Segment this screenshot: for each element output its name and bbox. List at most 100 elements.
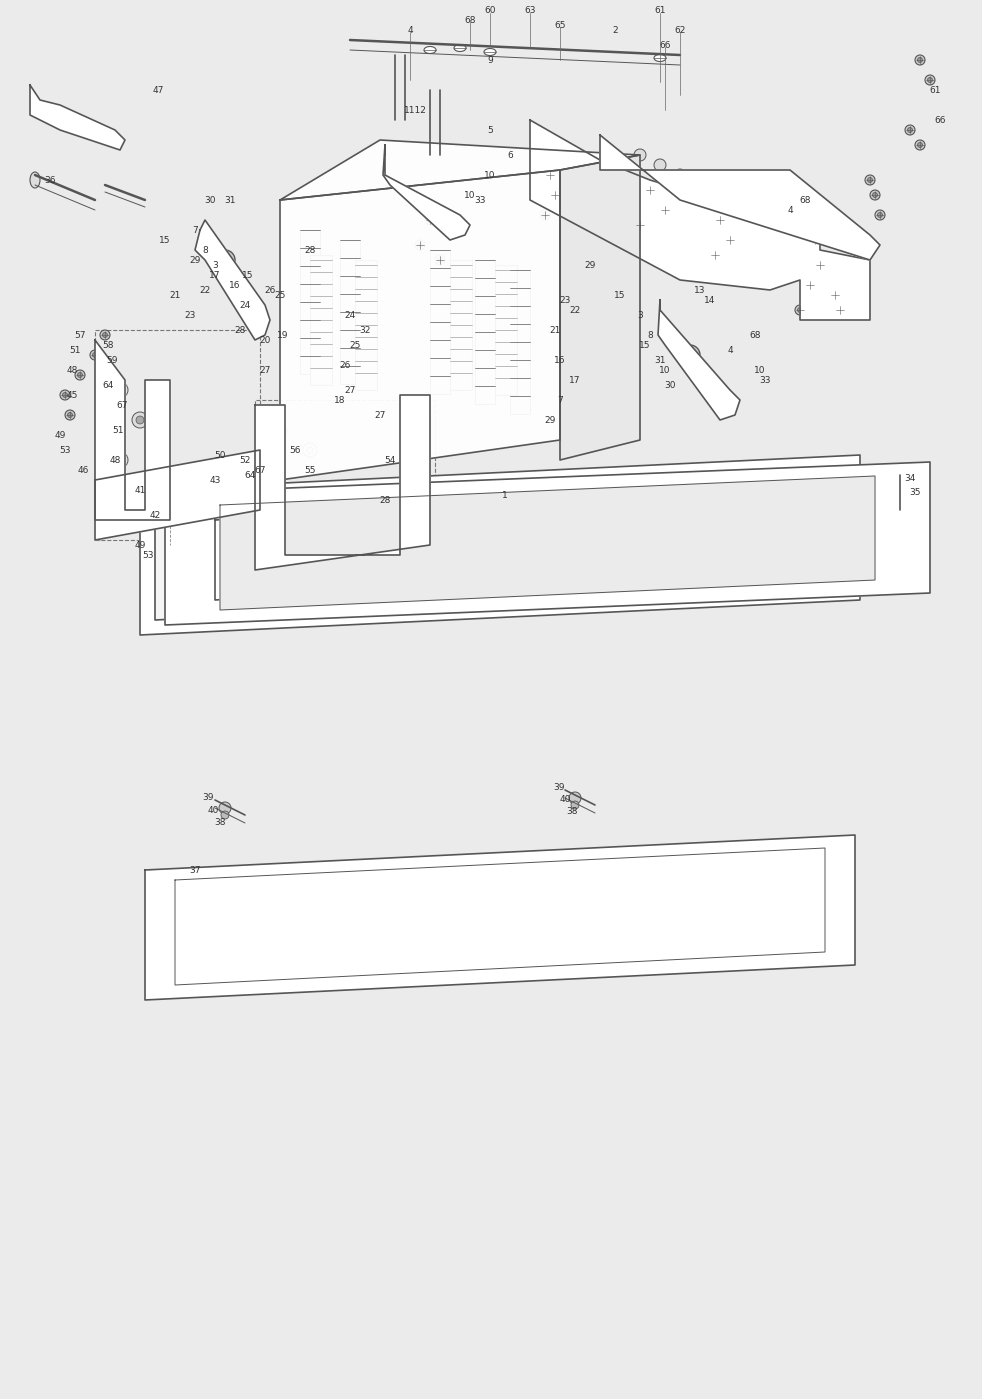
Polygon shape — [165, 462, 930, 625]
Circle shape — [595, 960, 605, 970]
Text: 2: 2 — [612, 25, 618, 35]
Text: 38: 38 — [214, 817, 226, 827]
Text: 22: 22 — [570, 305, 580, 315]
Text: 53: 53 — [142, 550, 154, 560]
Circle shape — [221, 811, 229, 818]
Text: 18: 18 — [334, 396, 346, 404]
Circle shape — [928, 77, 933, 83]
Text: 42: 42 — [149, 511, 161, 519]
Text: 64: 64 — [102, 381, 114, 389]
Text: 7: 7 — [557, 396, 563, 404]
Circle shape — [265, 525, 275, 534]
Text: 48: 48 — [67, 365, 78, 375]
Circle shape — [917, 143, 922, 147]
Circle shape — [445, 865, 455, 874]
Polygon shape — [280, 171, 560, 480]
Circle shape — [273, 504, 287, 518]
Text: 1112: 1112 — [404, 105, 426, 115]
Circle shape — [136, 416, 144, 424]
Circle shape — [814, 214, 826, 227]
Text: 28: 28 — [235, 326, 246, 334]
Text: 27: 27 — [374, 410, 386, 420]
Text: 54: 54 — [384, 456, 396, 464]
Circle shape — [807, 283, 812, 288]
Text: 67: 67 — [254, 466, 266, 474]
Circle shape — [548, 172, 553, 178]
Circle shape — [795, 874, 805, 886]
Text: 10: 10 — [659, 365, 671, 375]
Text: 52: 52 — [240, 456, 250, 464]
Text: 27: 27 — [259, 365, 271, 375]
Text: 24: 24 — [345, 311, 355, 319]
Text: 26: 26 — [340, 361, 351, 369]
Text: 67: 67 — [116, 400, 128, 410]
Text: 45: 45 — [67, 390, 78, 400]
Text: 66: 66 — [934, 116, 946, 125]
Text: 35: 35 — [909, 487, 921, 497]
Circle shape — [438, 257, 443, 263]
Text: 60: 60 — [484, 6, 496, 14]
Circle shape — [870, 190, 880, 200]
Polygon shape — [600, 134, 880, 260]
Circle shape — [754, 189, 766, 201]
Text: 15: 15 — [243, 270, 253, 280]
Text: 36: 36 — [44, 175, 56, 185]
Circle shape — [272, 442, 278, 448]
Text: 29: 29 — [190, 256, 200, 264]
Text: 38: 38 — [567, 806, 577, 816]
Text: 62: 62 — [675, 25, 685, 35]
Text: 7: 7 — [192, 225, 198, 235]
Circle shape — [132, 411, 148, 428]
Text: 21: 21 — [549, 326, 561, 334]
Polygon shape — [95, 450, 260, 540]
Text: 40: 40 — [207, 806, 219, 814]
Text: 63: 63 — [524, 6, 536, 14]
Circle shape — [817, 263, 823, 267]
Circle shape — [710, 250, 720, 260]
Circle shape — [745, 860, 755, 870]
Circle shape — [143, 499, 153, 511]
Circle shape — [728, 238, 733, 242]
Circle shape — [553, 193, 558, 197]
Circle shape — [878, 213, 883, 217]
Circle shape — [427, 217, 432, 222]
Circle shape — [116, 386, 124, 395]
Text: 10: 10 — [464, 190, 475, 200]
Text: 25: 25 — [274, 291, 286, 299]
Circle shape — [663, 207, 668, 213]
Circle shape — [715, 215, 725, 225]
Polygon shape — [145, 835, 855, 1000]
Text: 41: 41 — [135, 485, 145, 494]
Circle shape — [68, 413, 73, 417]
Circle shape — [645, 185, 655, 194]
Circle shape — [273, 422, 287, 436]
Circle shape — [275, 495, 285, 505]
Circle shape — [440, 225, 450, 235]
Text: 68: 68 — [799, 196, 811, 204]
Text: 58: 58 — [102, 340, 114, 350]
Circle shape — [303, 443, 317, 457]
Circle shape — [415, 241, 425, 250]
Circle shape — [267, 527, 272, 533]
Circle shape — [647, 187, 652, 193]
Text: 9: 9 — [487, 56, 493, 64]
Polygon shape — [280, 140, 640, 200]
Circle shape — [262, 413, 267, 417]
Circle shape — [78, 372, 82, 378]
Text: 15: 15 — [639, 340, 651, 350]
Text: 5: 5 — [487, 126, 493, 134]
Circle shape — [833, 292, 838, 298]
Circle shape — [195, 890, 205, 900]
Circle shape — [278, 498, 283, 502]
Circle shape — [155, 435, 165, 445]
Text: 57: 57 — [75, 330, 85, 340]
Circle shape — [815, 260, 825, 270]
Text: 33: 33 — [759, 375, 771, 385]
Text: 4: 4 — [408, 25, 412, 35]
Ellipse shape — [484, 49, 496, 56]
Text: 10: 10 — [754, 365, 766, 375]
Text: 28: 28 — [379, 495, 391, 505]
Text: 31: 31 — [654, 355, 666, 365]
Circle shape — [435, 255, 445, 264]
Text: 39: 39 — [553, 782, 565, 792]
